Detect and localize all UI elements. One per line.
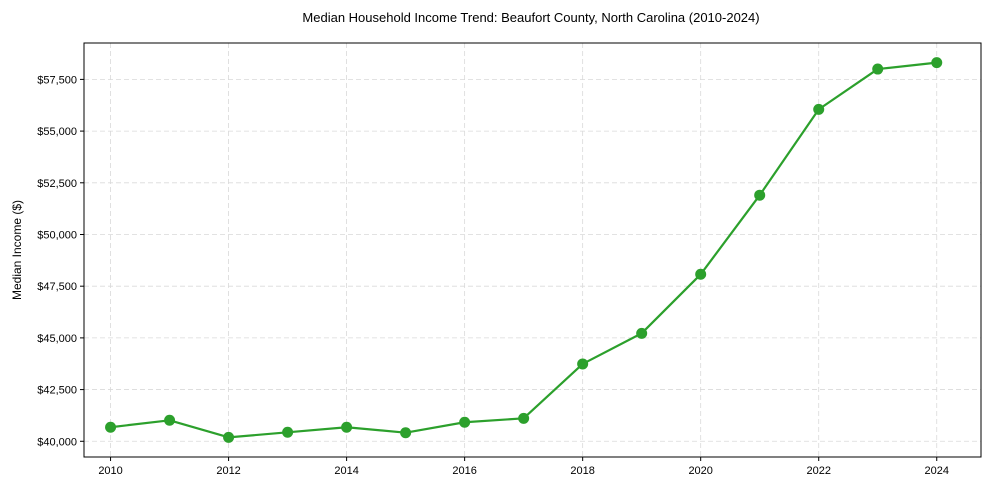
series — [105, 57, 943, 443]
data-point-2010 — [105, 421, 117, 433]
y-tick-label: $55,000 — [37, 126, 77, 138]
x-tick-label: 2016 — [452, 465, 476, 477]
data-point-2020 — [695, 268, 707, 280]
y-tick-label: $52,500 — [37, 178, 77, 190]
x-tick-label: 2018 — [570, 465, 594, 477]
x-tick-label: 2010 — [98, 465, 122, 477]
data-point-2012 — [223, 431, 235, 443]
y-tick-label: $50,000 — [37, 229, 77, 241]
y-tick-label: $42,500 — [37, 385, 77, 397]
data-point-2015 — [400, 427, 412, 439]
x-tick-label: 2014 — [334, 465, 358, 477]
y-tick-label: $47,500 — [37, 281, 77, 293]
data-point-2023 — [872, 63, 884, 75]
data-point-2011 — [164, 414, 176, 426]
data-point-2019 — [636, 327, 648, 339]
data-point-2018 — [577, 358, 589, 370]
data-point-2014 — [341, 421, 353, 433]
grid — [84, 43, 981, 457]
data-point-2016 — [459, 416, 471, 428]
series-line — [110, 61, 937, 439]
data-point-2013 — [282, 426, 294, 438]
y-tick-label: $57,500 — [37, 74, 77, 86]
x-tick-label: 2024 — [924, 465, 948, 477]
ticks: 2010 2012 2014 2016 2018 2020 2022 2024 $40,000 $… — [37, 74, 949, 477]
data-point-2017 — [518, 412, 530, 424]
y-axis-label: Median Income ($) — [10, 200, 24, 300]
y-tick-label: $40,000 — [37, 436, 77, 448]
x-tick-label: 2020 — [688, 465, 712, 477]
data-point-2021 — [754, 189, 766, 201]
chart-title: Median Household Income Trend: Beaufort … — [302, 10, 759, 25]
data-point-2024 — [931, 57, 943, 69]
plot-frame — [83, 42, 982, 458]
y-tick-label: $45,000 — [37, 333, 77, 345]
data-point-2022 — [813, 103, 825, 115]
x-tick-label: 2022 — [806, 465, 830, 477]
x-tick-label: 2012 — [216, 465, 240, 477]
